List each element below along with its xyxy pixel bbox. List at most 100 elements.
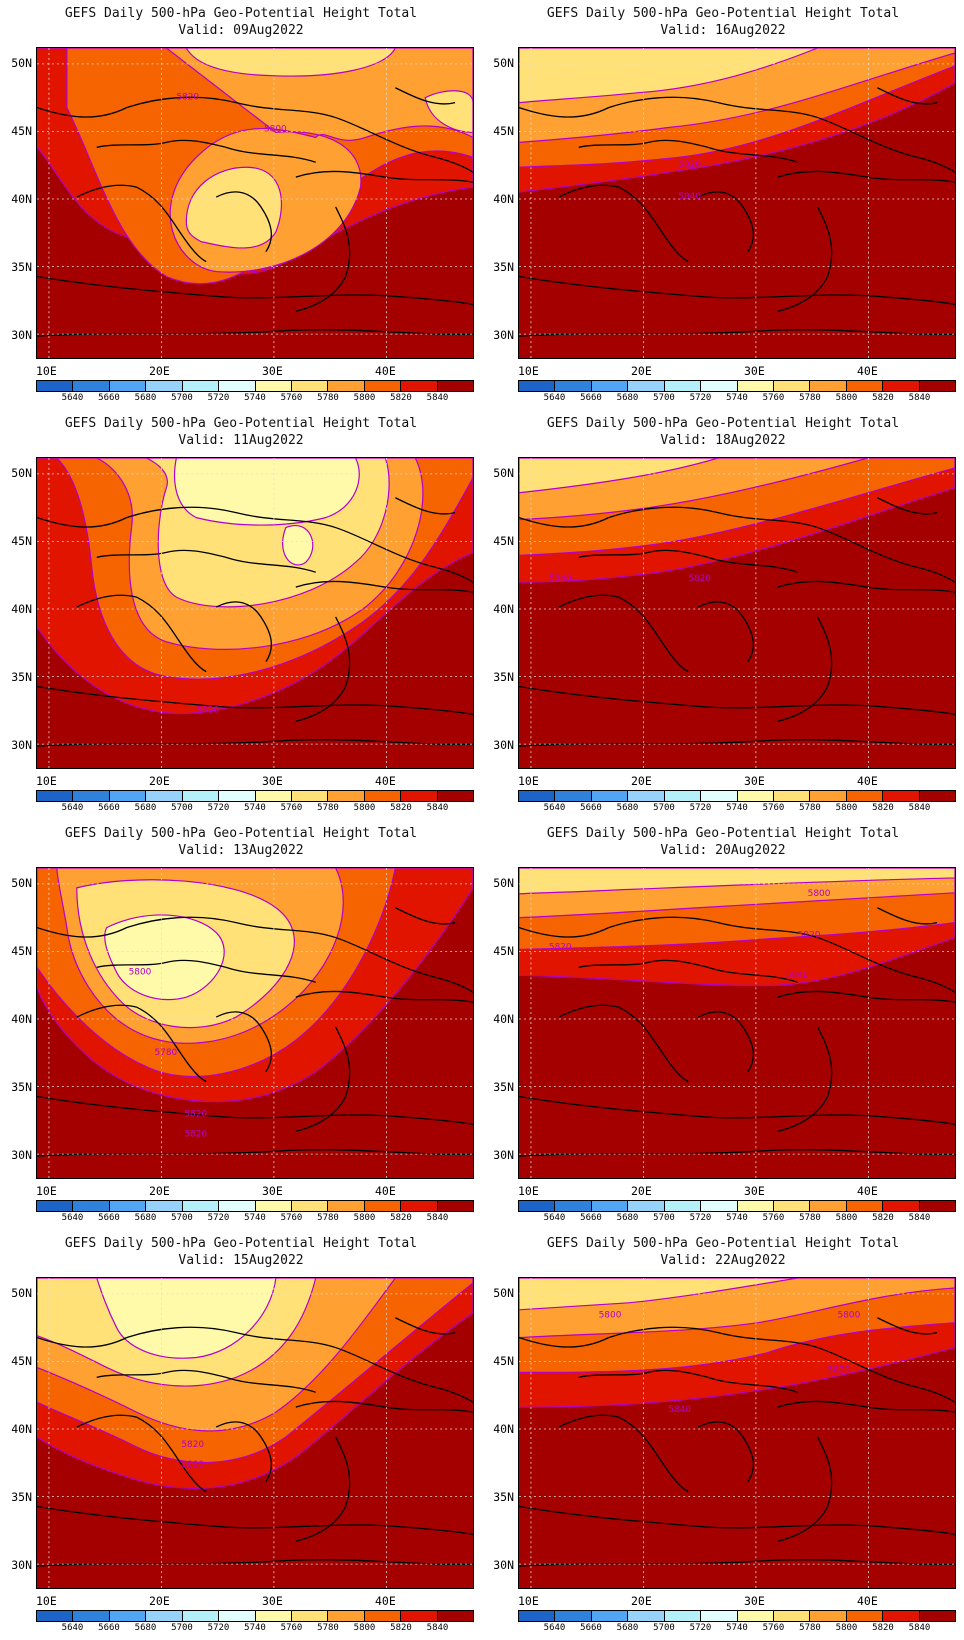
colorbar-swatch (701, 1201, 738, 1211)
coastline (877, 1317, 938, 1335)
lat-tick-label: 30N (493, 1558, 514, 1572)
colorbar-swatch (701, 1611, 738, 1621)
colorbar-tick-label: 5800 (353, 393, 376, 403)
lon-tick-label: 40E (375, 774, 396, 788)
colorbar-tick-label: 5780 (317, 803, 339, 813)
lon-tick-label: 10E (518, 774, 539, 788)
colorbar-tick-label: 5740 (726, 803, 748, 813)
coastline (215, 601, 273, 663)
colorbar-swatch (555, 1611, 592, 1621)
colorbar-swatch (182, 1201, 220, 1211)
colorbar-swatch (628, 381, 665, 391)
colorbar-swatch (401, 791, 438, 801)
colorbar-swatch (182, 791, 220, 801)
coastline (519, 1326, 955, 1403)
colorbar-swatch (437, 1201, 474, 1211)
lon-tick-label: 10E (36, 774, 57, 788)
coastline (37, 739, 473, 747)
colorbar-tick-label: 5680 (134, 1213, 157, 1223)
colorbar-tick-label: 5660 (580, 1623, 602, 1633)
coastline (395, 907, 456, 925)
colorbar (36, 1610, 474, 1622)
lon-tick-label: 10E (36, 1184, 57, 1198)
coastline (37, 916, 473, 993)
lon-tick-label: 20E (149, 1594, 170, 1608)
colorbar-swatch (664, 1611, 702, 1621)
colorbar-tick-label: 5780 (799, 803, 821, 813)
lon-tick-label: 10E (518, 364, 539, 378)
coastline (777, 580, 955, 593)
colorbar-tick-label: 5720 (689, 1213, 712, 1223)
lon-tick-label: 40E (857, 1184, 878, 1198)
lat-tick-label: 45N (11, 124, 32, 138)
colorbar-tick-label: 5680 (616, 1213, 639, 1223)
colorbar-swatch (219, 791, 256, 801)
lat-tick-label: 45N (493, 944, 514, 958)
colorbar-tick-label: 5780 (317, 393, 339, 403)
panel-title: GEFS Daily 500-hPa Geo-Potential Height … (546, 6, 900, 21)
lat-tick-label: 35N (11, 1080, 32, 1094)
colorbar-tick-label: 5800 (353, 1623, 376, 1633)
lat-tick-label: 35N (11, 1490, 32, 1504)
coastline (519, 1559, 955, 1567)
lat-tick-label: 45N (493, 124, 514, 138)
lat-tick-label: 35N (493, 260, 514, 274)
coastline (395, 87, 456, 105)
panel-valid-date: Valid: 09Aug2022 (178, 23, 304, 38)
colorbar-tick-label: 5700 (171, 803, 193, 813)
panel-title: GEFS Daily 500-hPa Geo-Potential Height … (546, 1236, 900, 1251)
coastline (76, 1414, 207, 1493)
colorbar-swatch (291, 1611, 329, 1621)
colorbar-swatch (73, 791, 110, 801)
coastline (37, 1559, 473, 1567)
colorbar-tick-label: 5840 (908, 803, 931, 813)
contour-label: 5840 (678, 192, 701, 202)
colorbar-swatch (291, 381, 329, 391)
colorbar-tick-label: 5700 (171, 1623, 193, 1633)
colorbar-tick-label: 5660 (580, 393, 602, 403)
colorbar-swatch (555, 381, 592, 391)
lon-tick-label: 30E (262, 1594, 283, 1608)
coastline (76, 184, 207, 263)
colorbar-swatch (664, 1201, 702, 1211)
height-contour-map: 5820 (36, 457, 474, 769)
coastline (777, 1436, 833, 1542)
lon-tick-label: 10E (518, 1184, 539, 1198)
height-contour-map: 5800 5820 5820 5840 (518, 867, 956, 1179)
colorbar-swatch (73, 1611, 110, 1621)
colorbar-tick-label: 5700 (653, 1213, 675, 1223)
colorbar-tick-label: 5660 (98, 393, 120, 403)
coastline (877, 907, 938, 925)
lon-tick-label: 20E (149, 774, 170, 788)
contour-label: 5820 (181, 1440, 204, 1450)
colorbar-tick-label: 5700 (653, 803, 675, 813)
contour-label: 5800 (264, 124, 287, 134)
lon-tick-label: 20E (631, 1184, 652, 1198)
colorbar-swatch (364, 791, 402, 801)
colorbar-swatch (591, 791, 629, 801)
colorbar-swatch (919, 1611, 956, 1621)
colorbar-tick-label: 5760 (762, 1623, 785, 1633)
colorbar-swatch (109, 381, 147, 391)
colorbar-tick-label: 5760 (762, 393, 785, 403)
lon-tick-label: 30E (744, 1184, 765, 1198)
colorbar-tick-label: 5820 (872, 803, 894, 813)
lat-tick-label: 40N (493, 1422, 514, 1436)
colorbar-tick-label: 5820 (390, 1623, 412, 1633)
lat-tick-label: 35N (493, 670, 514, 684)
colorbar-swatch (519, 1201, 556, 1211)
colorbar-labels: 5640 5660 5680 5700 5720 5740 5760 5780 5800 5820… (36, 393, 474, 405)
colorbar-tick-label: 5760 (280, 1623, 303, 1633)
lat-tick-label: 45N (493, 1354, 514, 1368)
height-contour-map: 5840 5820 (518, 457, 956, 769)
coastline (877, 497, 938, 515)
contour-fill-5780 (519, 868, 955, 895)
colorbar-tick-label: 5800 (835, 1623, 858, 1633)
colorbar-swatch (437, 1611, 474, 1621)
map-panel: GEFS Daily 500-hPa Geo-Potential Height … (0, 820, 482, 1230)
colorbar-swatch (737, 1201, 774, 1211)
height-contour-map: 5820 5840 (518, 47, 956, 359)
colorbar-swatch (401, 1611, 438, 1621)
coastline (519, 96, 955, 173)
colorbar (518, 1610, 956, 1622)
